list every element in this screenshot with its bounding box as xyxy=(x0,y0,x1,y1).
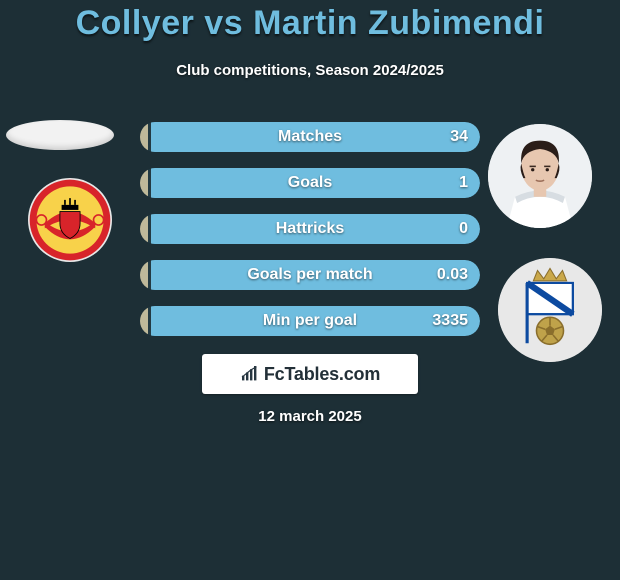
date-text: 12 march 2025 xyxy=(0,408,620,425)
stat-row: Goals1 xyxy=(140,168,480,198)
stat-value-right: 3335 xyxy=(432,306,468,336)
stat-label: Goals xyxy=(140,168,480,198)
realsociedad-crest-icon xyxy=(498,258,602,362)
stat-value-right: 34 xyxy=(450,122,468,152)
stat-label: Hattricks xyxy=(140,214,480,244)
player-left-photo xyxy=(6,120,114,150)
stat-row: Goals per match0.03 xyxy=(140,260,480,290)
stat-row: Matches34 xyxy=(140,122,480,152)
page-subtitle: Club competitions, Season 2024/2025 xyxy=(0,62,620,79)
stat-label: Min per goal xyxy=(140,306,480,336)
player-portrait-icon xyxy=(488,124,592,228)
stat-rows: Matches34 Goals1 Hattricks0 Goals per match… xyxy=(140,122,480,352)
stat-label: Matches xyxy=(140,122,480,152)
player-right-photo xyxy=(488,124,592,228)
stat-value-right: 0.03 xyxy=(437,260,468,290)
stat-row: Hattricks0 xyxy=(140,214,480,244)
club-right-crest xyxy=(498,258,602,362)
branding-text: FcTables.com xyxy=(264,364,380,385)
barchart-icon xyxy=(240,366,260,382)
manutd-crest-icon xyxy=(28,178,112,262)
comparison-card: Collyer vs Martin Zubimendi Club competi… xyxy=(0,0,620,580)
branding-box: FcTables.com xyxy=(202,354,418,394)
stat-row: Min per goal3335 xyxy=(140,306,480,336)
stat-label: Goals per match xyxy=(140,260,480,290)
stat-value-right: 1 xyxy=(459,168,468,198)
stat-value-right: 0 xyxy=(459,214,468,244)
page-title: Collyer vs Martin Zubimendi xyxy=(0,4,620,43)
club-left-crest xyxy=(28,178,112,262)
